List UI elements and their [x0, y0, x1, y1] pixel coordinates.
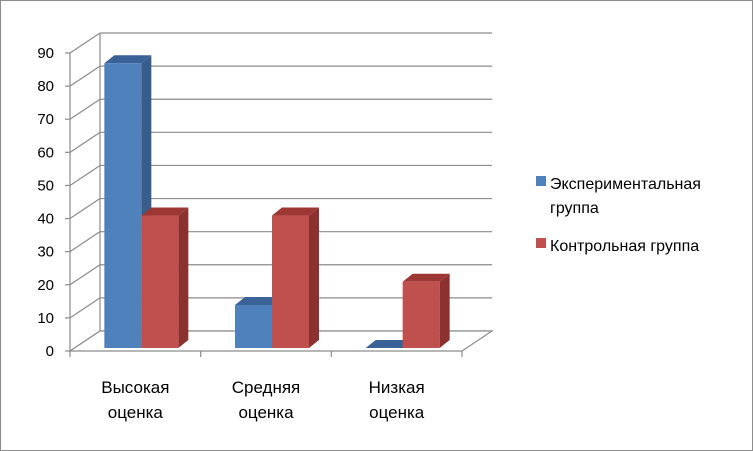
x-category-label: оценка: [238, 403, 294, 422]
y-tick-label: 40: [37, 211, 54, 228]
x-category-label: оценка: [369, 403, 425, 422]
bar-top: [104, 55, 152, 64]
bar: [141, 207, 189, 348]
side-gridline: [69, 198, 101, 220]
bar-front: [235, 304, 272, 348]
side-gridline: [69, 65, 101, 87]
bar-front: [141, 215, 179, 348]
bar: [365, 340, 413, 348]
side-gridline: [69, 264, 101, 286]
side-gridline: [69, 297, 101, 319]
x-category-label: оценка: [108, 403, 164, 422]
legend-label: Экспериментальная: [550, 176, 701, 193]
bar-side: [439, 273, 450, 348]
y-tick-label: 10: [37, 310, 54, 327]
y-tick-label: 90: [37, 45, 54, 62]
y-tick-label: 30: [37, 244, 54, 261]
bar-top: [141, 207, 189, 216]
side-gridline: [69, 164, 101, 186]
y-tick-label: 60: [37, 144, 54, 161]
bar: [402, 273, 450, 348]
x-category-label: Высокая: [101, 378, 169, 397]
bar-top: [235, 296, 282, 305]
legend-swatch: [536, 238, 546, 248]
bar-top: [272, 207, 319, 216]
bar-front: [272, 215, 309, 348]
bar-front: [104, 63, 142, 348]
bar-top: [402, 273, 450, 282]
y-tick-label: 80: [37, 78, 54, 95]
y-tick-label: 50: [37, 177, 54, 194]
y-tick-label: 70: [37, 111, 54, 128]
bar: [104, 55, 152, 348]
y-tick-label: 0: [46, 343, 54, 360]
legend-swatch: [536, 176, 546, 186]
bar: [272, 207, 319, 348]
bar-front: [402, 281, 440, 348]
bar-side: [309, 207, 319, 348]
plot-back-wall: [100, 33, 492, 331]
side-gridline: [69, 98, 101, 120]
x-category-label: Низкая: [369, 378, 425, 397]
x-category-label: Средняя: [232, 378, 301, 397]
legend-label: группа: [550, 200, 599, 217]
legend-label: Контрольная группа: [550, 238, 699, 255]
side-gridline: [69, 32, 101, 54]
y-tick-label: 20: [37, 277, 54, 294]
bar-side: [178, 207, 189, 348]
bar-top: [365, 340, 413, 348]
side-gridline: [69, 231, 101, 253]
side-gridline: [69, 131, 101, 153]
